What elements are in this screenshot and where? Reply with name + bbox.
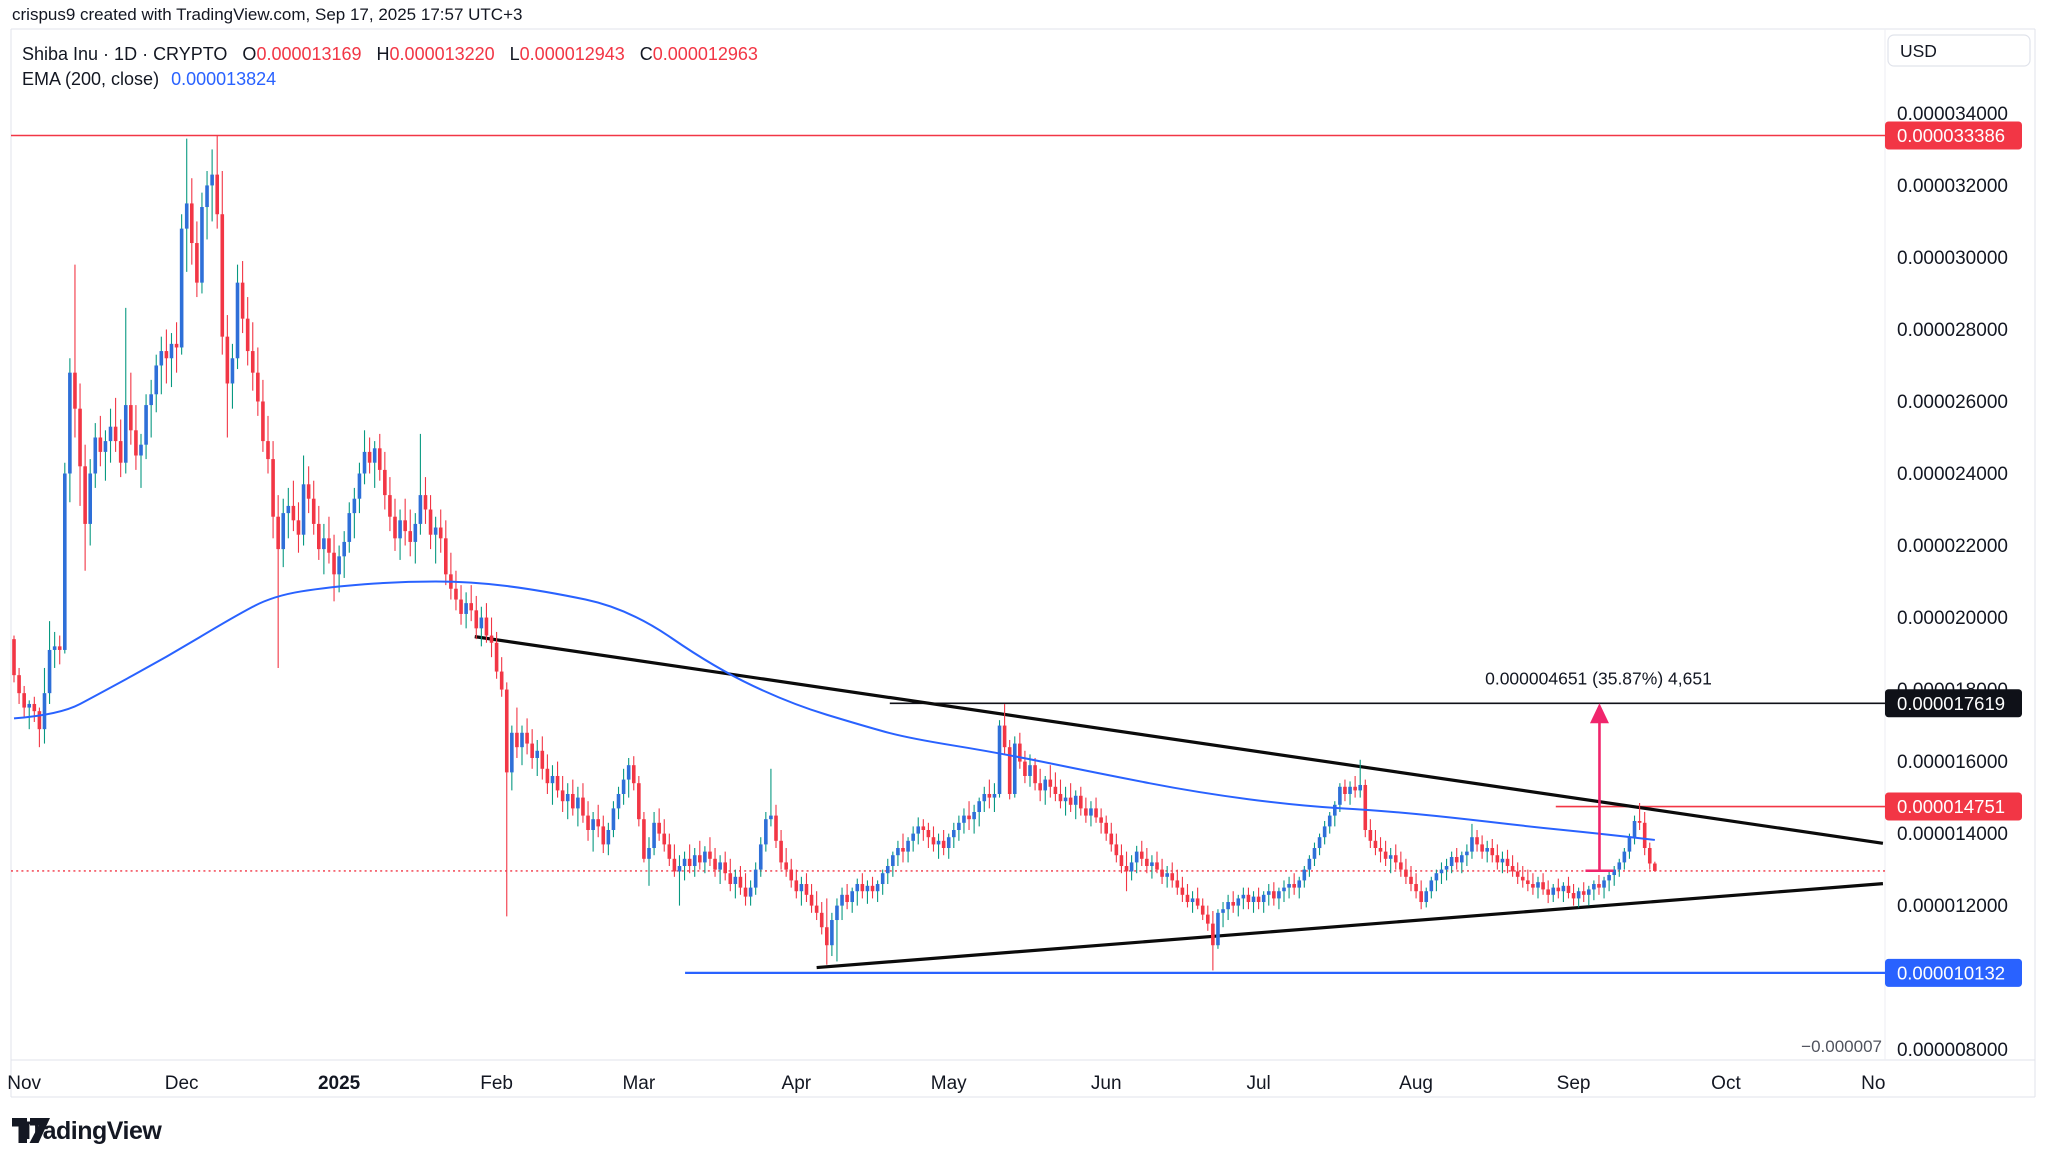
time-tick-label: 2025 (318, 1073, 361, 1094)
price-badge: 0.000014751 (1885, 792, 2022, 821)
close-value: 0.000012963 (652, 44, 758, 64)
high-label: H (376, 44, 390, 64)
measure-arrow-head (1589, 703, 1609, 724)
time-tick-label: Sep (1557, 1073, 1591, 1094)
time-tick-label: Apr (782, 1073, 812, 1094)
price-badge-text: 0.000033386 (1897, 125, 2005, 146)
time-tick-label: May (931, 1073, 967, 1094)
candlestick-series (12, 135, 1657, 971)
measure-label: 0.000004651 (35.87%) 4,651 (1485, 668, 1712, 688)
time-tick-label: Nov (7, 1073, 41, 1094)
price-tick-label: 0.000034000 (1897, 104, 2008, 125)
close-label: C (639, 44, 653, 64)
price-tick-label: 0.000022000 (1897, 536, 2008, 557)
price-tick-label: 0.000030000 (1897, 248, 2008, 269)
price-badge-bg (1885, 958, 2022, 987)
symbol-header[interactable]: Shiba Inu · 1D · CRYPTO O0.000013169 H0.00… (22, 44, 758, 65)
watermark-attribution: crispus9 created with TradingView.com, S… (12, 5, 523, 24)
horizontal-price-lines[interactable] (11, 134, 1885, 974)
symbol-title: Shiba Inu · 1D · CRYPTO (22, 44, 228, 64)
price-badge-text: 0.000010132 (1897, 962, 2005, 983)
ema-indicator-row[interactable]: EMA (200, close) 0.000013824 (22, 69, 276, 90)
currency-chip[interactable]: USD (1887, 34, 2031, 67)
price-tick-label: 0.000026000 (1897, 392, 2008, 413)
price-scale[interactable]: 0.000034000 0.000032000 0.000030000 0.00002… (1885, 104, 2022, 1061)
high-value: 0.000013220 (389, 44, 495, 64)
float-price-offset-label: −0.000007 (1801, 1037, 1882, 1056)
time-tick-label: Aug (1399, 1073, 1433, 1094)
time-tick-label: No (1861, 1073, 1885, 1094)
price-badge: 0.000017619 (1885, 689, 2022, 718)
price-tick-label: 0.000028000 (1897, 320, 2008, 341)
time-tick-label: Dec (165, 1073, 199, 1094)
tradingview-logo[interactable]: TradingView (12, 1117, 162, 1146)
descending-trendline[interactable] (474, 635, 1884, 845)
ema-label: EMA (200, close) (22, 69, 160, 89)
price-badge: 0.000033386 (1885, 121, 2022, 150)
currency-chip-label: USD (1900, 41, 1937, 61)
price-tick-label: 0.000024000 (1897, 464, 2008, 485)
ema-value: 0.000013824 (171, 69, 277, 89)
price-tick-label: 0.000012000 (1897, 896, 2008, 917)
time-tick-label: Mar (622, 1073, 655, 1094)
price-range-measure[interactable]: 0.000004651 (35.87%) 4,651 (1485, 668, 1712, 873)
low-label: L (509, 44, 520, 64)
time-tick-label: Feb (480, 1073, 513, 1094)
price-badge-bg (1885, 689, 2022, 718)
time-scale[interactable]: Nov Dec 2025 Feb Mar Apr May Jun Jul Aug Sep Oct No (7, 1073, 1885, 1094)
price-tick-label: 0.000032000 (1897, 176, 2008, 197)
price-badge-bg (1885, 121, 2022, 150)
price-tick-label: 0.000016000 (1897, 752, 2008, 773)
ema-200-line[interactable] (13, 580, 1655, 841)
price-tick-label: 0.000020000 (1897, 608, 2008, 629)
trendlines[interactable] (474, 635, 1884, 970)
price-badge: 0.000010132 (1885, 958, 2022, 987)
currency-chip-box (1887, 34, 2031, 67)
ascending-trendline[interactable] (816, 882, 1884, 970)
price-badge-text: 0.000017619 (1897, 693, 2005, 714)
time-tick-label: Jun (1091, 1073, 1122, 1094)
price-badge-text: 0.000014751 (1897, 796, 2005, 817)
price-badge-bg (1885, 792, 2022, 821)
price-tick-label: 0.000008000 (1897, 1040, 2008, 1061)
open-value: 0.000013169 (256, 44, 362, 64)
open-label: O (242, 44, 257, 64)
chart-frame (10, 28, 2036, 1098)
price-tick-label: 0.000014000 (1897, 824, 2008, 845)
time-tick-label: Oct (1711, 1073, 1741, 1094)
time-tick-label: Jul (1246, 1073, 1270, 1094)
low-value: 0.000012943 (519, 44, 625, 64)
